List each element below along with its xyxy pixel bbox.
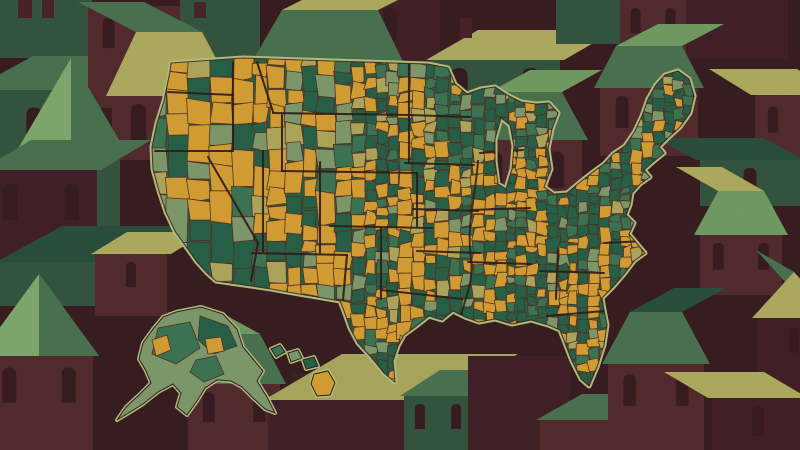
us-county-choropleth-over-houses-illustration [0, 0, 800, 450]
illustration-root [0, 0, 800, 450]
grain-overlay [0, 0, 800, 450]
